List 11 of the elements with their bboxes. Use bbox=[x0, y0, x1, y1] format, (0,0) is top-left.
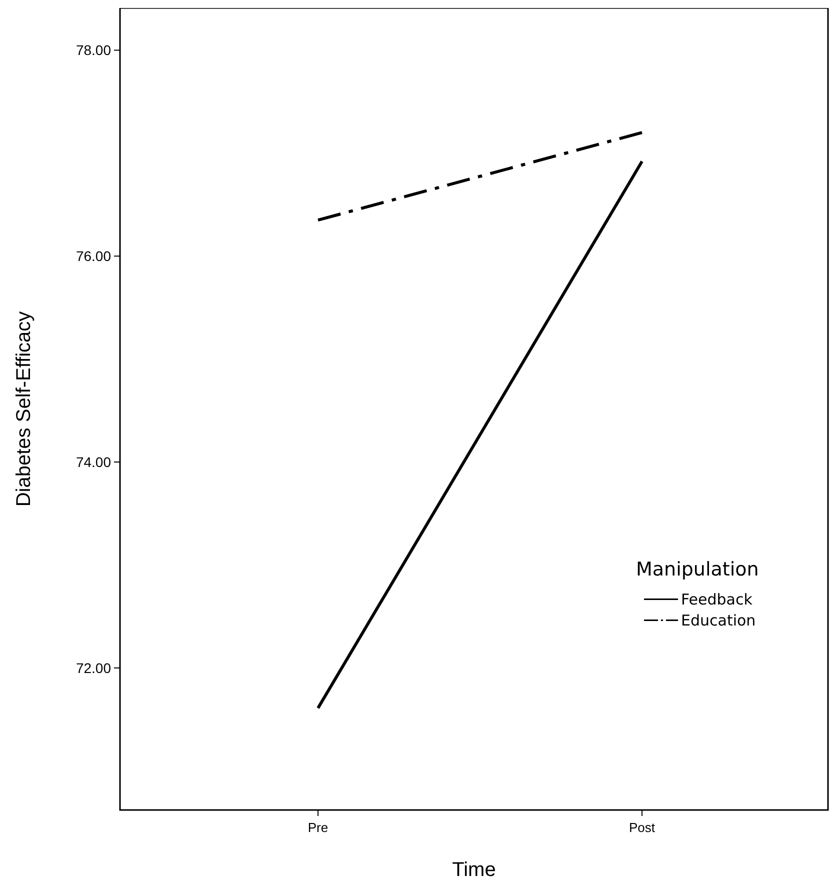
y-tick-label: 76.00 bbox=[76, 248, 112, 264]
legend-title: Manipulation bbox=[636, 558, 759, 580]
legend-label: Education bbox=[681, 612, 756, 630]
y-tick-label: 72.00 bbox=[76, 660, 112, 676]
x-axis-title: Time bbox=[452, 859, 496, 881]
y-tick-label: 78.00 bbox=[76, 42, 112, 58]
y-axis-title: Diabetes Self-Efficacy bbox=[13, 311, 35, 507]
legend-label: Feedback bbox=[681, 590, 753, 609]
y-tick-label: 74.00 bbox=[76, 454, 112, 470]
x-tick-label: Post bbox=[628, 820, 656, 835]
x-tick-label: Pre bbox=[308, 820, 328, 835]
